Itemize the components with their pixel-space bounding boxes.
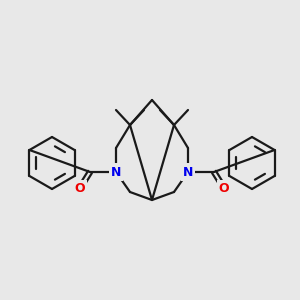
Text: N: N (183, 166, 193, 178)
Text: O: O (75, 182, 85, 194)
Text: N: N (111, 166, 121, 178)
Text: O: O (219, 182, 229, 194)
